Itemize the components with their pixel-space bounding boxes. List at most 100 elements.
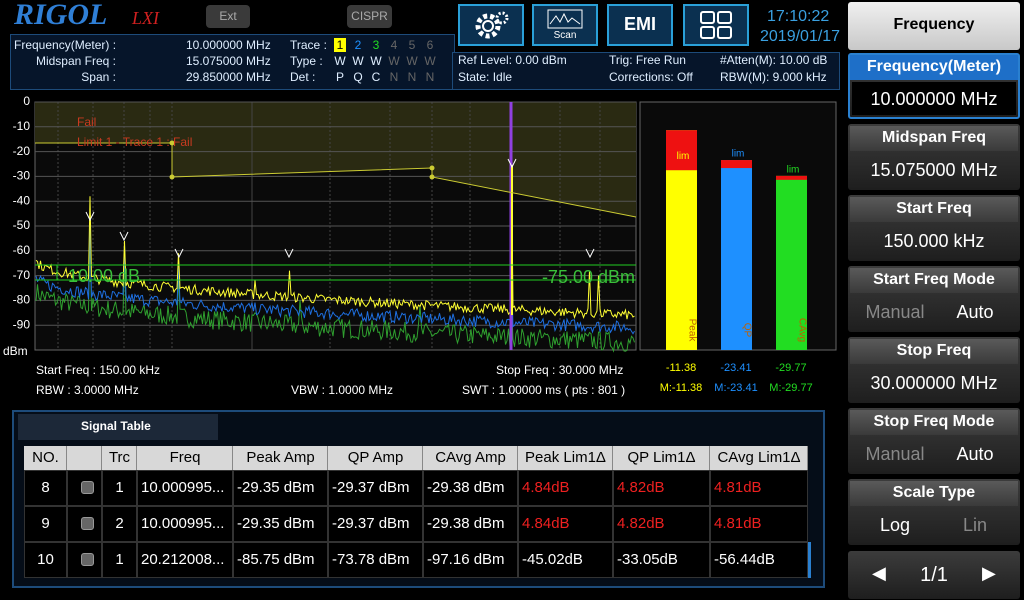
column-header: Freq (169, 449, 201, 466)
cell-text: 20.212008... (141, 551, 225, 568)
row-checkbox[interactable] (81, 517, 94, 530)
scan-button[interactable]: Scan (532, 4, 598, 46)
peak-marker (119, 231, 129, 242)
table-cell (24, 506, 67, 542)
fail-detail: Limit 1 - Trace 1 : Fail (77, 135, 192, 149)
emi-label: EMI (623, 14, 656, 34)
table-scrollbar (808, 542, 811, 578)
det-value: C (371, 70, 381, 84)
menu-key-label: Start Freq Mode (873, 271, 995, 288)
type-value: W (424, 54, 436, 68)
peak-marker (585, 248, 595, 259)
status-text: #Atten(M): 10.00 dB (720, 53, 828, 67)
header-cell (67, 446, 102, 470)
menu-option[interactable]: Lin (962, 515, 988, 535)
menu-key-band (850, 126, 1018, 151)
menu-key-label: Scale Type (892, 484, 976, 501)
meter-name: CAvg (796, 318, 807, 342)
column-header: CAvg Lim1Δ (717, 449, 801, 466)
header-cell (137, 446, 233, 470)
peak-marker (85, 211, 95, 222)
cell-text: -73.78 dBm (332, 551, 410, 568)
table-cell (710, 542, 808, 578)
limit-region (35, 102, 636, 217)
prev-page[interactable]: ◀ (872, 563, 886, 583)
meter-marker: M:-29.77 (769, 382, 813, 394)
y-tick-label: -20 (13, 144, 31, 158)
header-cell (328, 446, 423, 470)
cell-text: 2 (115, 515, 124, 532)
column-header: Peak Amp (246, 449, 315, 466)
ext-button[interactable]: Ext (206, 5, 250, 28)
row-checkbox[interactable] (81, 481, 94, 494)
menu-key-band (850, 55, 1018, 80)
status-text: Corrections: Off (609, 70, 693, 84)
date: 2019/01/17 (760, 28, 841, 45)
limit-point (429, 174, 435, 180)
cell-text: 8 (41, 479, 50, 496)
next-page[interactable]: ▶ (982, 563, 996, 583)
menu-title-bg (848, 2, 1020, 50)
row-checkbox[interactable] (81, 553, 94, 566)
menu-option[interactable]: Auto (956, 444, 994, 464)
menu-option[interactable]: Manual (865, 444, 925, 464)
menu-option[interactable]: Manual (865, 302, 925, 322)
table-cell (613, 506, 710, 542)
header-cell (102, 446, 137, 470)
y-tick-label: -90 (13, 317, 31, 331)
cell-text: 10 (37, 551, 54, 568)
menu-key-value: 30.000000 MHz (870, 373, 998, 393)
fail-label: Fail (77, 115, 96, 129)
type-value: W (370, 54, 382, 68)
menu-option[interactable]: Log (879, 515, 911, 535)
peak-marker (507, 158, 517, 169)
table-cell (710, 470, 808, 506)
table-cell (233, 542, 328, 578)
trace-value: 3 (372, 38, 380, 52)
info-value: 15.075000 MHz (186, 54, 271, 68)
pager (848, 551, 1020, 599)
trace-value: 1 (334, 38, 346, 52)
cell-text: 4.81dB (714, 515, 762, 532)
limit-point (169, 140, 175, 146)
det-value: P (335, 70, 344, 84)
info-panel (10, 34, 455, 90)
info-label: Frequency(Meter) : (14, 38, 117, 52)
cell-text: 4.81dB (714, 479, 762, 496)
status-text: State: Idle (458, 70, 513, 84)
meter-marker: M:-23.41 (714, 382, 758, 394)
cispr-button[interactable]: CISPR (347, 5, 392, 28)
emi-button[interactable]: EMI (607, 4, 673, 46)
table-cell (24, 470, 67, 506)
meter-over-limit (776, 175, 807, 180)
table-cell (423, 470, 518, 506)
peak-marker (174, 248, 184, 259)
plot: 0 -10 -20 -30 -40 -50 -60 -70 -80 -90 dBm Fail Limit… (3, 95, 837, 358)
layout-button[interactable] (683, 4, 749, 46)
status-text: Ref Level: 0.00 dBm (458, 53, 567, 67)
cell-text: -29.38 dBm (427, 515, 505, 532)
column-header: NO. (32, 449, 59, 466)
menu-key-band (850, 268, 1018, 293)
cell-text: -29.38 dBm (427, 479, 505, 496)
column-header: Trc (108, 449, 131, 466)
peak-marker (284, 248, 294, 259)
page-indicator: 1/1 (920, 564, 948, 586)
menu-key-band (850, 481, 1018, 506)
type-value: W (334, 54, 346, 68)
time: 17:10:22 (767, 8, 830, 25)
cell-text: 9 (41, 515, 50, 532)
meter-name: Peak (686, 319, 697, 343)
header-cell (233, 446, 328, 470)
trace (35, 230, 635, 353)
menu-option[interactable]: Auto (956, 302, 994, 322)
cell-text: -29.37 dBm (332, 479, 410, 496)
column-header: CAvg Amp (435, 449, 506, 466)
menu-value-box (852, 82, 1016, 115)
status-text: Trig: Free Run (609, 53, 686, 67)
footer-start: Start Freq : 150.00 kHz (36, 363, 161, 377)
table-cell (233, 470, 328, 506)
settings-button[interactable] (458, 4, 524, 46)
cell-text: -29.35 dBm (237, 479, 315, 496)
